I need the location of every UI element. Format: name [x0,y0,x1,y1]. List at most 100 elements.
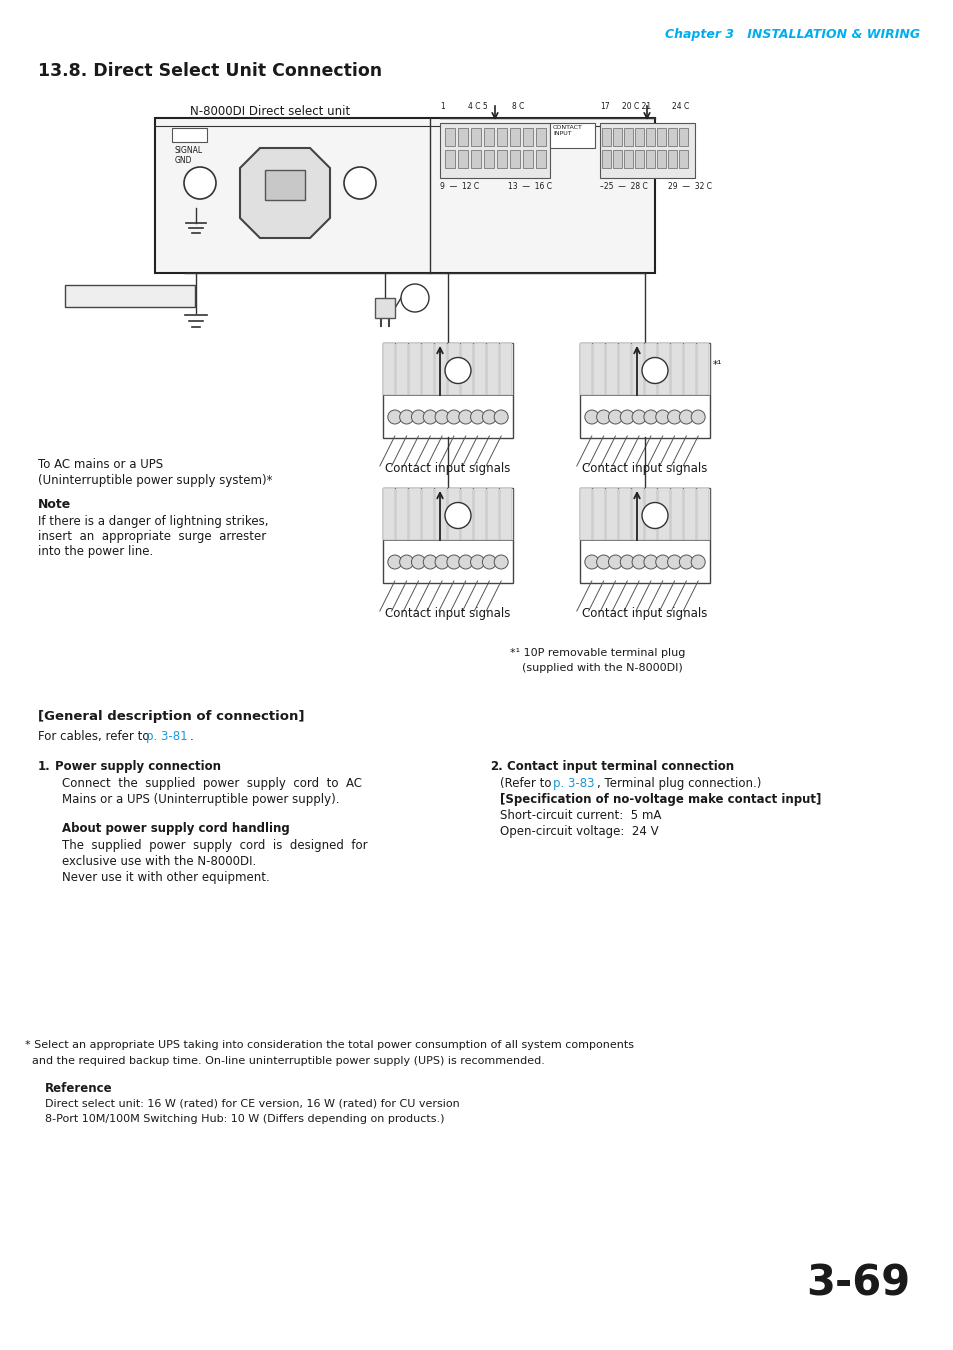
Circle shape [608,555,621,568]
Text: 9  —  12 C: 9 — 12 C [439,182,478,190]
Bar [522,150,533,167]
Bar [667,128,677,146]
Circle shape [494,410,508,424]
Bar [658,343,669,396]
Circle shape [482,555,496,568]
Text: SIGNAL
GND: SIGNAL GND [174,146,203,166]
Text: Never use it with other equipment.: Never use it with other equipment. [62,871,270,884]
Polygon shape [240,148,330,238]
Bar [644,343,657,396]
Circle shape [458,555,473,568]
Text: exclusive use with the N-8000DI.: exclusive use with the N-8000DI. [62,855,256,868]
Bar [474,487,485,540]
Text: ②: ② [450,506,466,525]
Text: 13  —  16 C: 13 — 16 C [507,182,552,190]
Bar [579,343,709,437]
Circle shape [691,555,704,568]
Bar [439,123,550,178]
Circle shape [435,555,449,568]
Bar [499,343,512,396]
Bar [645,150,655,167]
Bar [497,128,506,146]
Text: Chapter 3   INSTALLATION & WIRING: Chapter 3 INSTALLATION & WIRING [664,28,919,40]
Text: [Specification of no-voltage make contact input]: [Specification of no-voltage make contac… [499,792,821,806]
Circle shape [444,358,471,383]
Circle shape [655,555,669,568]
Bar [448,343,459,396]
Text: Power supply connection: Power supply connection [55,760,221,774]
Text: To AC mains or a UPS: To AC mains or a UPS [38,458,163,471]
Circle shape [411,410,425,424]
Bar [644,487,657,540]
Bar [474,343,485,396]
Text: into the power line.: into the power line. [38,545,153,558]
Bar [460,343,473,396]
Text: 20 C 21: 20 C 21 [621,103,651,111]
Text: Reference: Reference [45,1081,112,1095]
Bar [522,128,533,146]
Text: 17: 17 [599,103,609,111]
Text: p. 3-81: p. 3-81 [146,730,188,742]
Bar [670,487,682,540]
Text: * Select an appropriate UPS taking into consideration the total power consumptio: * Select an appropriate UPS taking into … [25,1040,634,1050]
Circle shape [423,555,436,568]
Circle shape [641,358,667,383]
Bar [635,150,643,167]
Text: 8-Port 10M/100M Switching Hub: 10 W (Differs depending on products.): 8-Port 10M/100M Switching Hub: 10 W (Dif… [45,1114,444,1125]
Bar [658,487,669,540]
Bar [421,343,434,396]
Text: Contact input signals: Contact input signals [385,608,510,620]
Bar [623,128,633,146]
Text: Short-circuit current:  5 mA: Short-circuit current: 5 mA [499,809,660,822]
Circle shape [400,284,429,312]
Text: Note: Note [38,498,71,512]
Bar [382,487,513,540]
Bar [613,150,621,167]
Text: [General description of connection]: [General description of connection] [38,710,304,724]
Text: Direct select unit: 16 W (rated) for CE version, 16 W (rated) for CU version: Direct select unit: 16 W (rated) for CE … [45,1098,459,1108]
Circle shape [388,410,401,424]
Circle shape [399,555,414,568]
Bar [510,128,519,146]
Circle shape [632,555,645,568]
Bar [697,487,708,540]
Text: 3-69: 3-69 [805,1264,909,1305]
Bar [579,343,592,396]
Bar [265,170,305,200]
Bar [382,343,513,437]
Text: N-8000DI Direct select unit: N-8000DI Direct select unit [190,105,350,117]
Text: Contact input terminal connection: Contact input terminal connection [506,760,734,774]
Circle shape [184,167,215,198]
Bar [679,150,687,167]
Bar [457,150,468,167]
Text: Contact input signals: Contact input signals [581,608,707,620]
Text: Connect  the  supplied  power  supply  cord  to  AC: Connect the supplied power supply cord t… [62,778,361,790]
Circle shape [444,502,471,528]
Bar [601,128,610,146]
Bar [471,128,480,146]
Text: (Refer to: (Refer to [499,778,555,790]
Bar [435,343,447,396]
Text: *¹: *¹ [712,360,721,370]
Bar [435,487,447,540]
Circle shape [596,555,610,568]
Bar [667,150,677,167]
Circle shape [643,555,658,568]
Bar [536,128,545,146]
Circle shape [435,410,449,424]
Text: CONTACT
INPUT: CONTACT INPUT [553,126,582,136]
Bar [486,487,498,540]
Circle shape [584,410,598,424]
Bar [510,150,519,167]
Text: For cables, refer to: For cables, refer to [38,730,153,742]
Bar [593,343,604,396]
Bar [483,150,494,167]
Text: 2.: 2. [490,760,502,774]
Circle shape [655,410,669,424]
Circle shape [679,410,693,424]
Bar [409,343,420,396]
Text: Contact input signals: Contact input signals [581,462,707,475]
Text: , Terminal plug connection.): , Terminal plug connection.) [597,778,760,790]
Bar [605,487,618,540]
Bar [483,128,494,146]
